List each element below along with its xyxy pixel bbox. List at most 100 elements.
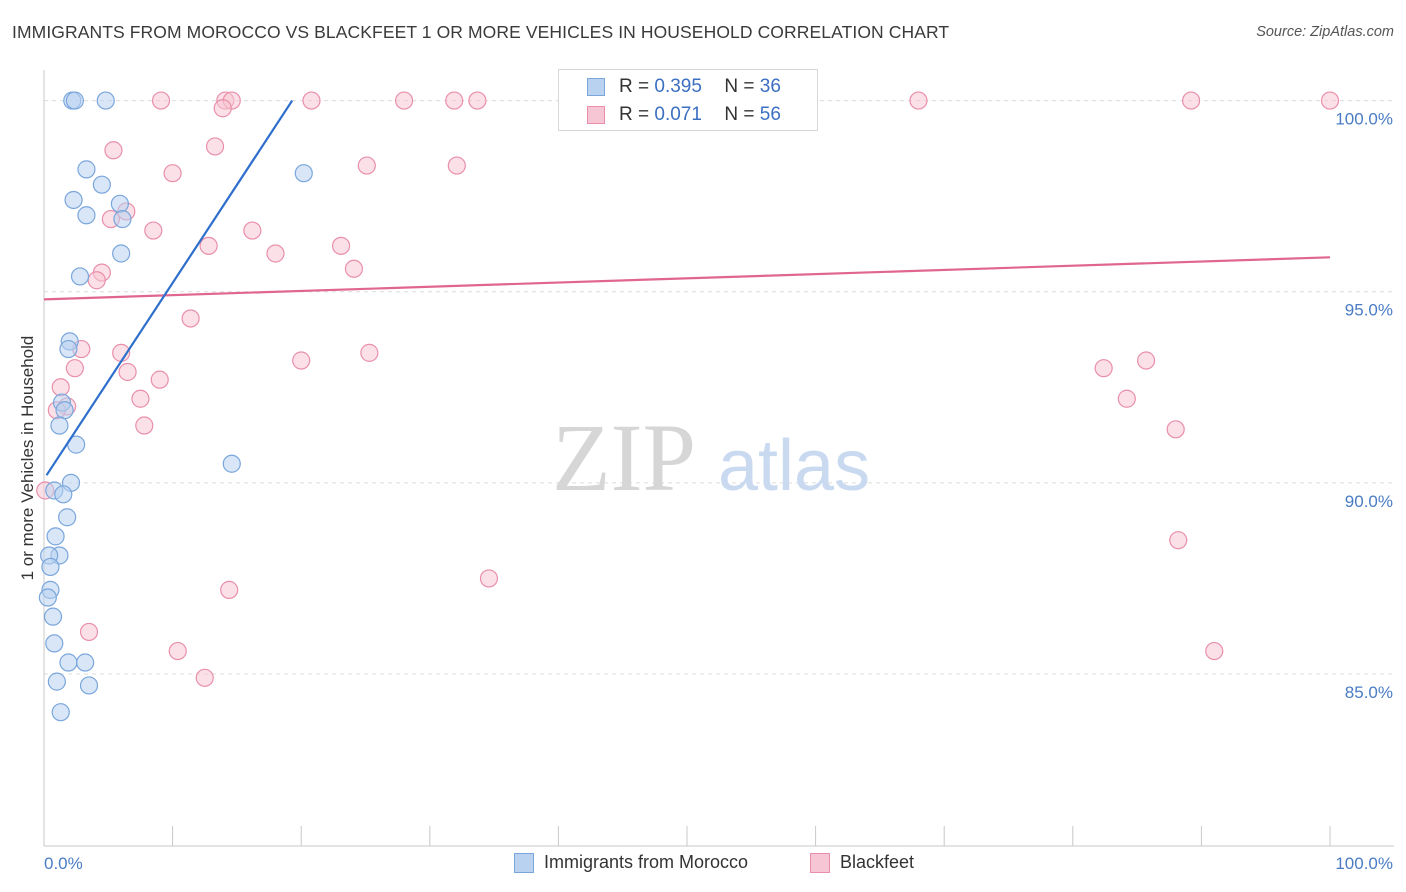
blackfeet-point <box>344 259 364 278</box>
y-tick-labels: 85.0% 90.0% 95.0% 100.0% <box>1335 110 1393 702</box>
blackfeet-point <box>195 668 214 687</box>
blackfeet-point <box>479 569 499 588</box>
morocco-point <box>113 209 132 229</box>
trend-lines <box>43 99 1331 476</box>
blackfeet-point <box>199 236 218 255</box>
morocco-points <box>38 91 313 722</box>
morocco-point <box>110 194 129 213</box>
watermark-zip: ZIP <box>552 404 696 511</box>
morocco-point <box>92 175 111 194</box>
blackfeet-point <box>144 221 163 240</box>
blackfeet-point <box>468 91 487 110</box>
blackfeet-point <box>104 141 123 160</box>
blackfeet-point <box>302 91 321 110</box>
blackfeet-point <box>65 359 84 378</box>
watermark-atlas: atlas <box>718 426 870 506</box>
blackfeet-point <box>79 622 99 642</box>
morocco-point <box>58 508 77 527</box>
morocco-trend-line <box>45 99 294 476</box>
morocco-point <box>43 607 63 626</box>
morocco-point <box>77 160 96 179</box>
legend-n-label: N = <box>724 104 755 125</box>
blackfeet-point <box>331 236 351 255</box>
blackfeet-point <box>213 99 232 118</box>
blackfeet-point <box>181 309 200 328</box>
blackfeet-point <box>118 362 137 382</box>
legend-row-blackfeet: R = 0.071 N = 56 <box>559 101 781 129</box>
blackfeet-point <box>150 370 169 389</box>
morocco-point <box>59 653 78 672</box>
legend-r-value: 0.071 <box>654 104 702 125</box>
x-tick-label: 100.0% <box>1335 854 1393 873</box>
watermark: ZIP atlas <box>552 404 870 511</box>
legend-item-blackfeet: Blackfeet <box>810 852 914 873</box>
blackfeet-point <box>1205 641 1224 661</box>
blackfeet-point <box>168 641 187 661</box>
morocco-point <box>55 401 74 420</box>
morocco-point <box>294 164 313 183</box>
blackfeet-point <box>394 91 414 110</box>
legend-n-value: 56 <box>759 104 781 125</box>
x-tick-label: 0.0% <box>44 854 83 873</box>
blackfeet-point <box>205 137 225 156</box>
morocco-point <box>45 634 64 653</box>
legend-r-value: 0.395 <box>654 76 702 97</box>
legend-row-morocco: R = 0.395 N = 36 <box>559 73 781 101</box>
legend-n-value: 36 <box>759 76 781 97</box>
blackfeet-point <box>266 244 285 263</box>
y-tick-label: 85.0% <box>1345 683 1393 702</box>
y-tick-label: 95.0% <box>1345 301 1393 320</box>
blackfeet-point <box>131 389 150 408</box>
morocco-point <box>64 190 83 210</box>
morocco-point <box>59 339 78 359</box>
morocco-point <box>47 672 66 691</box>
legend-r-label: R = <box>619 76 650 97</box>
correlation-legend: R = 0.395 N = 36 R = 0.071 N = 56 <box>558 69 818 131</box>
blackfeet-point <box>1166 420 1185 439</box>
blackfeet-point <box>1182 91 1201 110</box>
morocco-point <box>77 206 96 225</box>
morocco-point <box>70 267 90 286</box>
legend-swatch-morocco <box>514 852 534 873</box>
blackfeet-point <box>447 156 466 175</box>
morocco-point <box>41 557 60 577</box>
morocco-point <box>46 527 65 546</box>
legend-n-label: N = <box>724 76 755 97</box>
legend-swatch-morocco <box>587 78 605 96</box>
blackfeet-point <box>360 343 379 362</box>
blackfeet-point <box>909 91 928 110</box>
morocco-point <box>222 454 241 473</box>
x-tick-labels: 0.0% 100.0% <box>44 854 1393 873</box>
blackfeet-point <box>1320 91 1340 110</box>
legend-item-morocco: Immigrants from Morocco <box>514 852 748 873</box>
blackfeet-point <box>1137 351 1156 370</box>
blackfeet-point <box>87 271 106 290</box>
y-axis-label: 1 or more Vehicles in Household <box>18 336 37 581</box>
blackfeet-point <box>292 351 311 370</box>
morocco-point <box>96 91 115 110</box>
legend-label-blackfeet: Blackfeet <box>840 852 915 872</box>
legend-r-label: R = <box>619 104 650 125</box>
blackfeet-point <box>51 378 70 397</box>
blackfeet-points <box>36 91 1340 687</box>
blackfeet-point <box>1169 531 1188 550</box>
morocco-point <box>50 416 69 435</box>
morocco-point <box>54 485 73 504</box>
blackfeet-point <box>1094 359 1113 378</box>
legend-swatch-blackfeet <box>587 106 605 124</box>
blackfeet-point <box>1117 389 1136 408</box>
blackfeet-point <box>151 91 171 110</box>
morocco-point <box>76 653 95 672</box>
gridlines <box>44 100 1394 675</box>
axes <box>43 70 1394 847</box>
blackfeet-trend-line <box>43 256 1331 301</box>
morocco-point <box>38 588 57 607</box>
y-tick-label: 90.0% <box>1345 492 1393 511</box>
source-label: Source: ZipAtlas.com <box>1256 24 1394 40</box>
legend-swatch-blackfeet <box>810 852 830 873</box>
legend-label-morocco: Immigrants from Morocco <box>544 852 749 872</box>
chart-title: IMMIGRANTS FROM MOROCCO VS BLACKFEET 1 O… <box>12 22 950 42</box>
blackfeet-point <box>220 580 239 599</box>
morocco-point <box>79 676 99 695</box>
